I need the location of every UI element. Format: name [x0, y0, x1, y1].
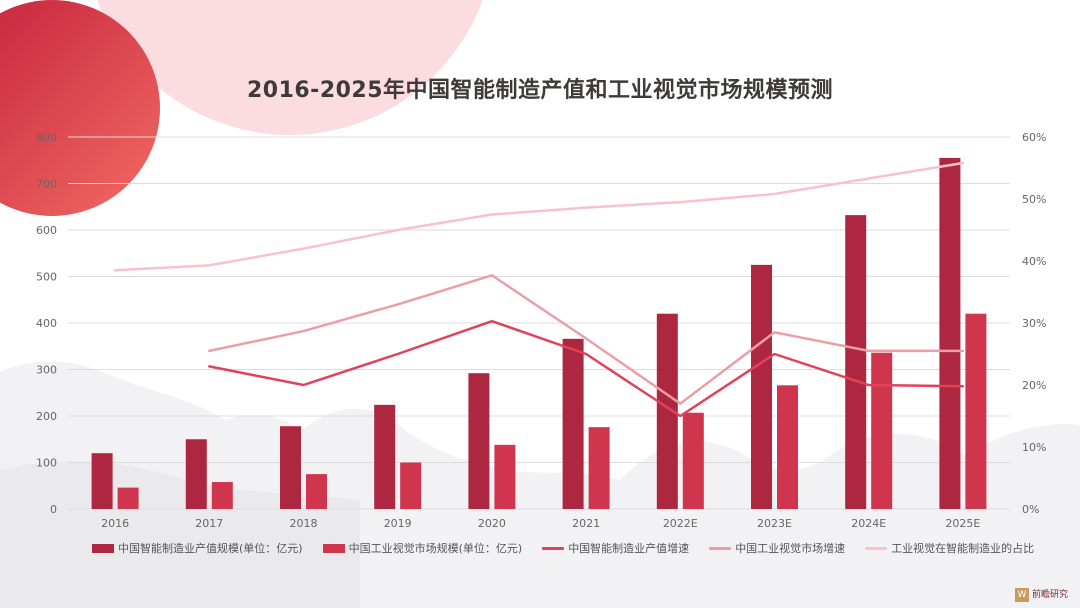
x-tick-label: 2024E	[851, 517, 886, 530]
y-right-tick-label: 20%	[1022, 379, 1046, 392]
bar-vision-market	[211, 482, 233, 509]
bar-output-value	[91, 453, 113, 509]
background-hills-front	[0, 461, 360, 608]
bar-vision-market	[117, 487, 139, 509]
x-tick-label: 2023E	[757, 517, 792, 530]
x-tick-label: 2020	[478, 517, 506, 530]
bar-vision-market	[306, 474, 327, 509]
legend-label: 中国智能制造业产值规模(单位：亿元)	[118, 542, 303, 555]
y-left-tick-label: 300	[36, 364, 57, 377]
legend: 中国智能制造业产值规模(单位：亿元) 中国工业视觉市场规模(单位：亿元) 中国智…	[92, 540, 1054, 556]
y-left-tick-label: 500	[36, 271, 57, 284]
pink-circle-decor	[97, 0, 483, 135]
x-tick-label: 2016	[101, 517, 129, 530]
bar-vision-market	[494, 444, 516, 509]
line-vision-share	[113, 161, 965, 272]
legend-swatch	[322, 543, 345, 553]
y-right-tick-label: 40%	[1022, 255, 1046, 268]
bar-output-value	[751, 264, 772, 509]
legend-swatch	[92, 543, 114, 553]
bar-output-value	[374, 404, 396, 509]
x-tick-label: 2021	[572, 517, 600, 530]
bar-output-value	[280, 426, 301, 509]
bar-output-value	[562, 338, 584, 509]
logo-text: 前瞻研究	[1031, 589, 1068, 600]
y-right-tick-label: 0%	[1022, 503, 1039, 516]
y-left-tick-label: 800	[36, 131, 57, 144]
legend-item-vision-share: 工业视觉在智能制造业的占比	[865, 540, 1034, 556]
y-left-tick-label: 200	[36, 410, 57, 423]
red-circle-decor	[0, 0, 160, 216]
legend-item-vision-market: 中国工业视觉市场规模(单位：亿元)	[322, 540, 523, 556]
legend-label: 中国工业视觉市场增速	[735, 542, 846, 555]
legend-item-vision-growth: 中国工业视觉市场增速	[709, 540, 845, 556]
bar-vision-market	[777, 385, 798, 509]
bar-output-value	[845, 215, 867, 509]
y-right-tick-label: 60%	[1022, 131, 1046, 144]
legend-label: 中国智能制造业产值增速	[568, 542, 690, 555]
legend-item-output-value: 中国智能制造业产值规模(单位：亿元)	[92, 540, 303, 556]
legend-swatch	[542, 546, 565, 550]
logo-icon: W	[1014, 588, 1029, 602]
line-vision-growth	[208, 274, 965, 405]
x-tick-label: 2022E	[663, 517, 698, 530]
legend-swatch	[709, 546, 732, 550]
x-tick-label: 2019	[384, 517, 412, 530]
bar-vision-market	[588, 427, 610, 509]
bar-vision-market	[871, 352, 893, 509]
bar-vision-market	[965, 313, 987, 509]
brand-logo: W 前瞻研究	[1014, 588, 1068, 602]
line-output-growth	[208, 319, 965, 418]
x-tick-label: 2018	[290, 517, 318, 530]
bar-output-value	[185, 439, 207, 509]
legend-label: 工业视觉在智能制造业的占比	[891, 542, 1035, 555]
bar-output-value	[939, 157, 961, 510]
x-tick-label: 2025E	[945, 517, 980, 530]
y-right-tick-label: 10%	[1022, 441, 1046, 454]
y-right-tick-label: 30%	[1022, 317, 1046, 330]
legend-swatch	[865, 546, 888, 550]
y-left-tick-label: 100	[36, 457, 57, 470]
y-left-tick-label: 600	[36, 224, 57, 237]
x-tick-label: 2017	[195, 517, 223, 530]
bar-vision-market	[400, 462, 422, 509]
bar-output-value	[468, 373, 490, 509]
y-left-tick-label: 400	[36, 317, 57, 330]
y-left-tick-label: 700	[36, 178, 57, 191]
legend-label: 中国工业视觉市场规模(单位：亿元)	[348, 542, 523, 555]
y-right-tick-label: 50%	[1022, 193, 1046, 206]
chart-title: 2016-2025年中国智能制造产值和工业视觉市场规模预测	[246, 78, 834, 103]
bar-output-value	[656, 313, 678, 509]
legend-item-output-growth: 中国智能制造业产值增速	[542, 540, 689, 556]
bar-vision-market	[682, 412, 704, 509]
y-left-tick-label: 0	[50, 503, 57, 516]
